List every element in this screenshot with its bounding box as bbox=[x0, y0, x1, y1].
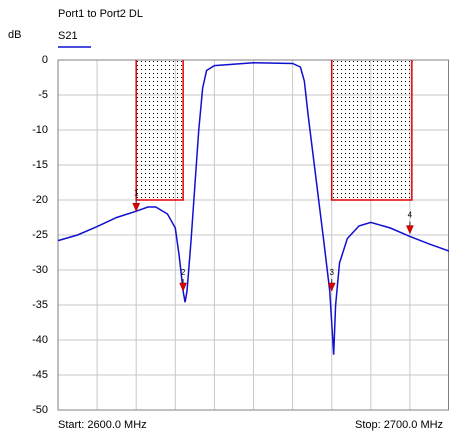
y-tick-label: -25 bbox=[32, 229, 48, 241]
marker-label: 2 bbox=[181, 268, 186, 277]
marker bbox=[179, 282, 188, 292]
chart-title: Port1 to Port2 DL bbox=[58, 8, 143, 20]
y-tick-label: -10 bbox=[32, 124, 48, 136]
y-tick-label: -20 bbox=[32, 194, 48, 206]
mask-limit bbox=[330, 60, 413, 201]
series-line bbox=[57, 62, 449, 355]
y-axis-label: dB bbox=[8, 29, 21, 41]
marker-label: 4 bbox=[408, 211, 413, 220]
marker bbox=[327, 282, 336, 292]
y-tick-label: -45 bbox=[32, 369, 48, 381]
y-tick-label: -50 bbox=[32, 404, 48, 416]
stop-label: Stop: 2700.0 MHz bbox=[355, 419, 443, 431]
y-tick-label: -5 bbox=[38, 89, 48, 101]
marker bbox=[406, 225, 414, 235]
legend-label: S21 bbox=[58, 30, 78, 42]
marker-label: 3 bbox=[329, 268, 334, 277]
marker-label: 1 bbox=[134, 188, 139, 197]
y-tick-label: -40 bbox=[32, 334, 48, 346]
y-tick-label: 0 bbox=[42, 54, 48, 66]
y-tick-label: -15 bbox=[32, 159, 48, 171]
mask-region bbox=[136, 60, 184, 200]
marker bbox=[132, 202, 141, 212]
y-tick-label: -30 bbox=[32, 264, 48, 276]
mask-region bbox=[331, 60, 412, 200]
start-label: Start: 2600.0 MHz bbox=[58, 419, 147, 431]
mask-limit bbox=[135, 60, 184, 201]
y-tick-label: -35 bbox=[32, 299, 48, 311]
